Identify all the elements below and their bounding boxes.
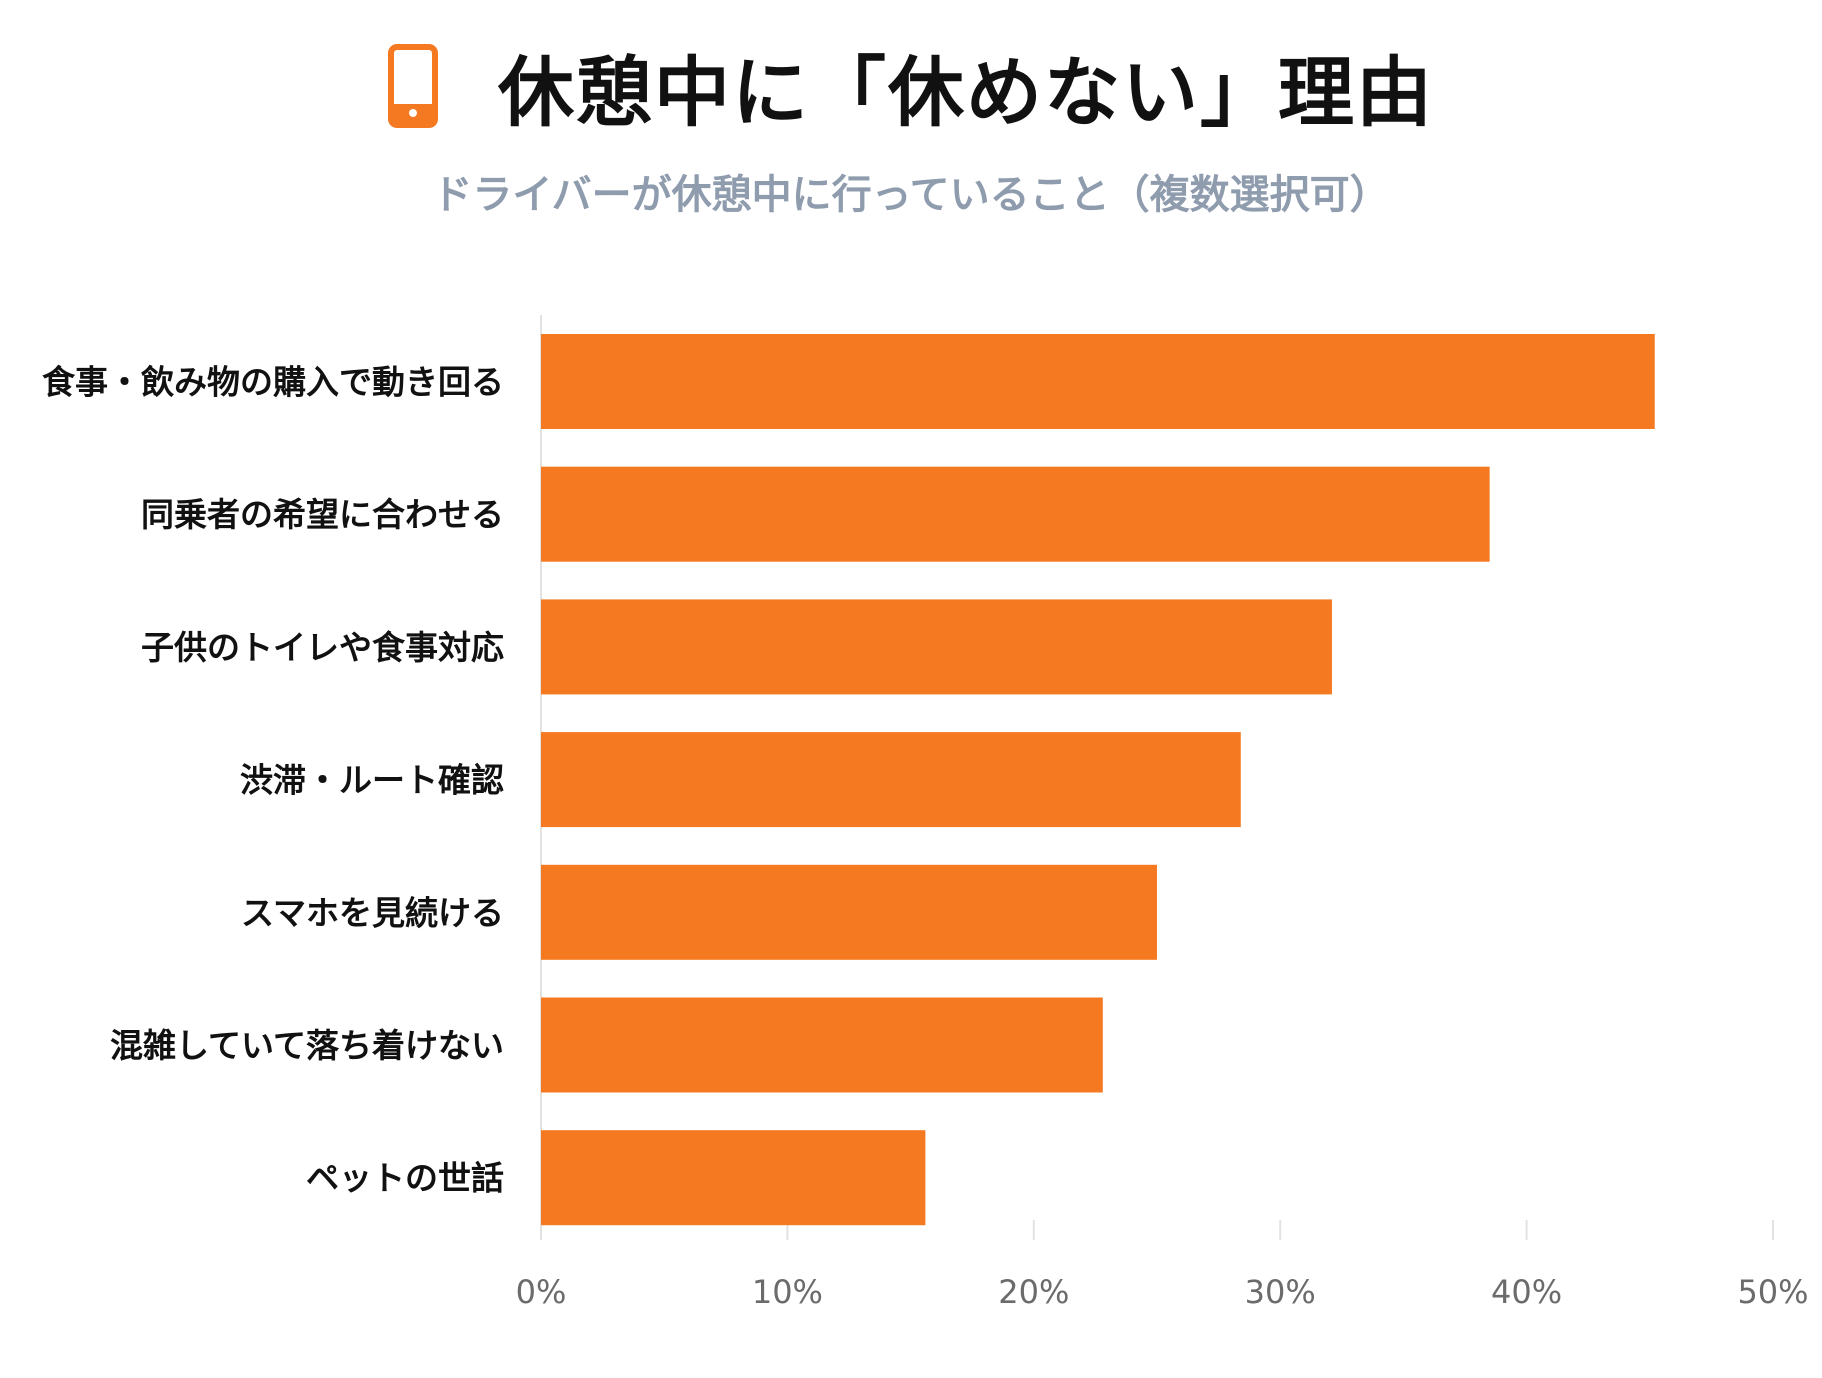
chart-title: 休憩中に「休めない」理由 [498, 48, 1434, 137]
category-label: 子供のトイレや食事対応 [141, 628, 504, 667]
bars [541, 334, 1655, 1226]
x-tick-label: 10% [752, 1273, 823, 1311]
bar [541, 1130, 926, 1226]
bar [541, 334, 1655, 429]
bar [541, 599, 1332, 695]
category-label: 混雑していて落ち着けない [110, 1026, 504, 1065]
bar [541, 732, 1241, 828]
title-row: 休憩中に「休めない」理由 [0, 36, 1822, 137]
category-label: 食事・飲み物の購入で動き回る [42, 363, 504, 402]
category-label: スマホを見続ける [241, 893, 504, 932]
bar [541, 864, 1157, 960]
category-label: ペットの世話 [306, 1159, 504, 1198]
chart-subtitle: ドライバーが休憩中に行っていること（複数選択可） [432, 172, 1390, 218]
x-tick-label: 0% [516, 1273, 567, 1311]
smartphone-icon [388, 44, 438, 128]
category-label: 同乗者の希望に合わせる [141, 495, 504, 534]
x-tick-label: 40% [1491, 1273, 1562, 1311]
x-axis-tick-labels: 0% 10% 20% 30% 40% 50% [516, 1273, 1809, 1311]
x-tick-label: 30% [1245, 1273, 1316, 1311]
category-label: 渋滞・ルート確認 [240, 761, 504, 800]
bar [541, 466, 1490, 562]
x-tick-label: 20% [998, 1273, 1069, 1311]
category-labels: 食事・飲み物の購入で動き回る同乗者の希望に合わせる子供のトイレや食事対応渋滞・ル… [42, 363, 504, 1198]
x-tick-label: 50% [1737, 1273, 1808, 1311]
bar [541, 997, 1103, 1093]
